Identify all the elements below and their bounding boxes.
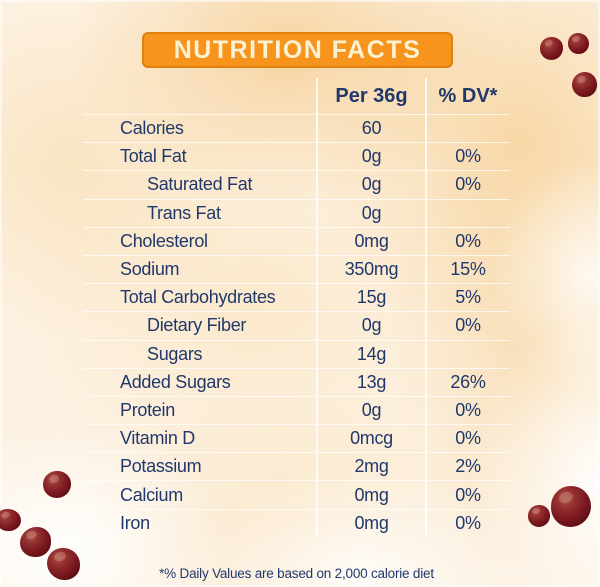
table-header-row: Per 36g % DV*: [83, 78, 510, 115]
table-row: Sodium 350mg 15%: [83, 256, 510, 285]
row-dv: 2%: [455, 456, 481, 477]
row-amount: 0g: [361, 202, 382, 223]
table-row: Sugars 14g: [83, 341, 510, 369]
row-amount: 14g: [356, 343, 387, 364]
page-title: NUTRITION FACTS: [173, 35, 422, 64]
row-dv: 0%: [455, 230, 481, 251]
row-amount: 0g: [361, 399, 382, 420]
daily-value-footnote: *% Daily Values are based on 2,000 calor…: [159, 566, 434, 581]
berry-icon: [551, 486, 591, 527]
row-label: Dietary Fiber: [147, 315, 247, 336]
header-amount: Per 36g: [335, 84, 408, 107]
table-row: Total Carbohydrates 15g 5%: [83, 284, 510, 313]
row-label: Cholesterol: [120, 230, 208, 251]
table-row: Iron 0mg 0%: [83, 510, 510, 538]
row-label: Added Sugars: [120, 371, 231, 392]
berry-icon: [572, 72, 597, 97]
berry-icon: [20, 527, 51, 557]
berry-icon: [43, 471, 71, 498]
table-row: Potassium 2mg 2%: [83, 453, 510, 482]
row-dv: 15%: [450, 259, 486, 280]
table-row: Cholesterol 0mg 0%: [83, 228, 510, 256]
row-label: Saturated Fat: [147, 174, 253, 195]
berry-icon: [528, 505, 550, 527]
row-dv: 26%: [450, 371, 486, 392]
row-amount: 0g: [361, 146, 382, 167]
row-amount: 60: [361, 118, 382, 139]
berry-icon: [0, 509, 21, 531]
row-amount: 0mg: [354, 230, 389, 251]
row-dv: 0%: [455, 174, 481, 195]
row-amount: 0g: [361, 174, 382, 195]
row-amount: 0mg: [354, 513, 389, 534]
row-dv: 0%: [455, 513, 481, 534]
row-dv: 5%: [455, 287, 481, 308]
column-divider: [425, 78, 427, 538]
row-label: Iron: [120, 513, 150, 534]
berry-icon: [540, 37, 563, 60]
table-row: Total Fat 0g 0%: [83, 143, 510, 172]
row-amount: 13g: [356, 371, 387, 392]
row-label: Potassium: [120, 456, 202, 477]
berry-icon: [47, 548, 80, 580]
row-dv: 0%: [455, 428, 481, 449]
row-label: Protein: [120, 399, 175, 420]
table-row: Calcium 0mg 0%: [83, 481, 510, 510]
row-label: Total Fat: [120, 146, 187, 167]
row-amount: 15g: [356, 287, 387, 308]
row-label: Sodium: [120, 259, 180, 280]
table-row: Saturated Fat 0g 0%: [83, 171, 510, 200]
row-dv: 0%: [455, 146, 481, 167]
table-row: Trans Fat 0g: [83, 200, 510, 228]
berry-icon: [568, 33, 589, 54]
table-row: Calories 60: [83, 115, 510, 144]
table-row: Protein 0g 0%: [83, 397, 510, 426]
table-row: Vitamin D 0mcg 0%: [83, 425, 510, 454]
row-amount: 350mg: [344, 259, 399, 280]
row-dv: 0%: [455, 484, 481, 505]
title-banner: NUTRITION FACTS: [142, 32, 453, 68]
row-label: Trans Fat: [147, 202, 221, 223]
header-dv: % DV*: [438, 84, 498, 107]
row-amount: 0mg: [354, 484, 389, 505]
column-divider: [316, 78, 318, 538]
row-label: Sugars: [147, 343, 203, 364]
row-amount: 0mcg: [350, 428, 393, 449]
row-amount: 2mg: [354, 456, 389, 477]
nutrition-table: Per 36g % DV* Calories 60 Total Fat 0g 0…: [83, 78, 510, 538]
row-label: Vitamin D: [120, 428, 195, 449]
row-label: Calcium: [120, 484, 183, 505]
table-row: Added Sugars 13g 26%: [83, 369, 510, 397]
row-amount: 0g: [361, 315, 382, 336]
row-dv: 0%: [455, 315, 481, 336]
row-label: Total Carbohydrates: [120, 287, 276, 308]
row-label: Calories: [120, 118, 184, 139]
row-dv: 0%: [455, 399, 481, 420]
table-row: Dietary Fiber 0g 0%: [83, 312, 510, 341]
